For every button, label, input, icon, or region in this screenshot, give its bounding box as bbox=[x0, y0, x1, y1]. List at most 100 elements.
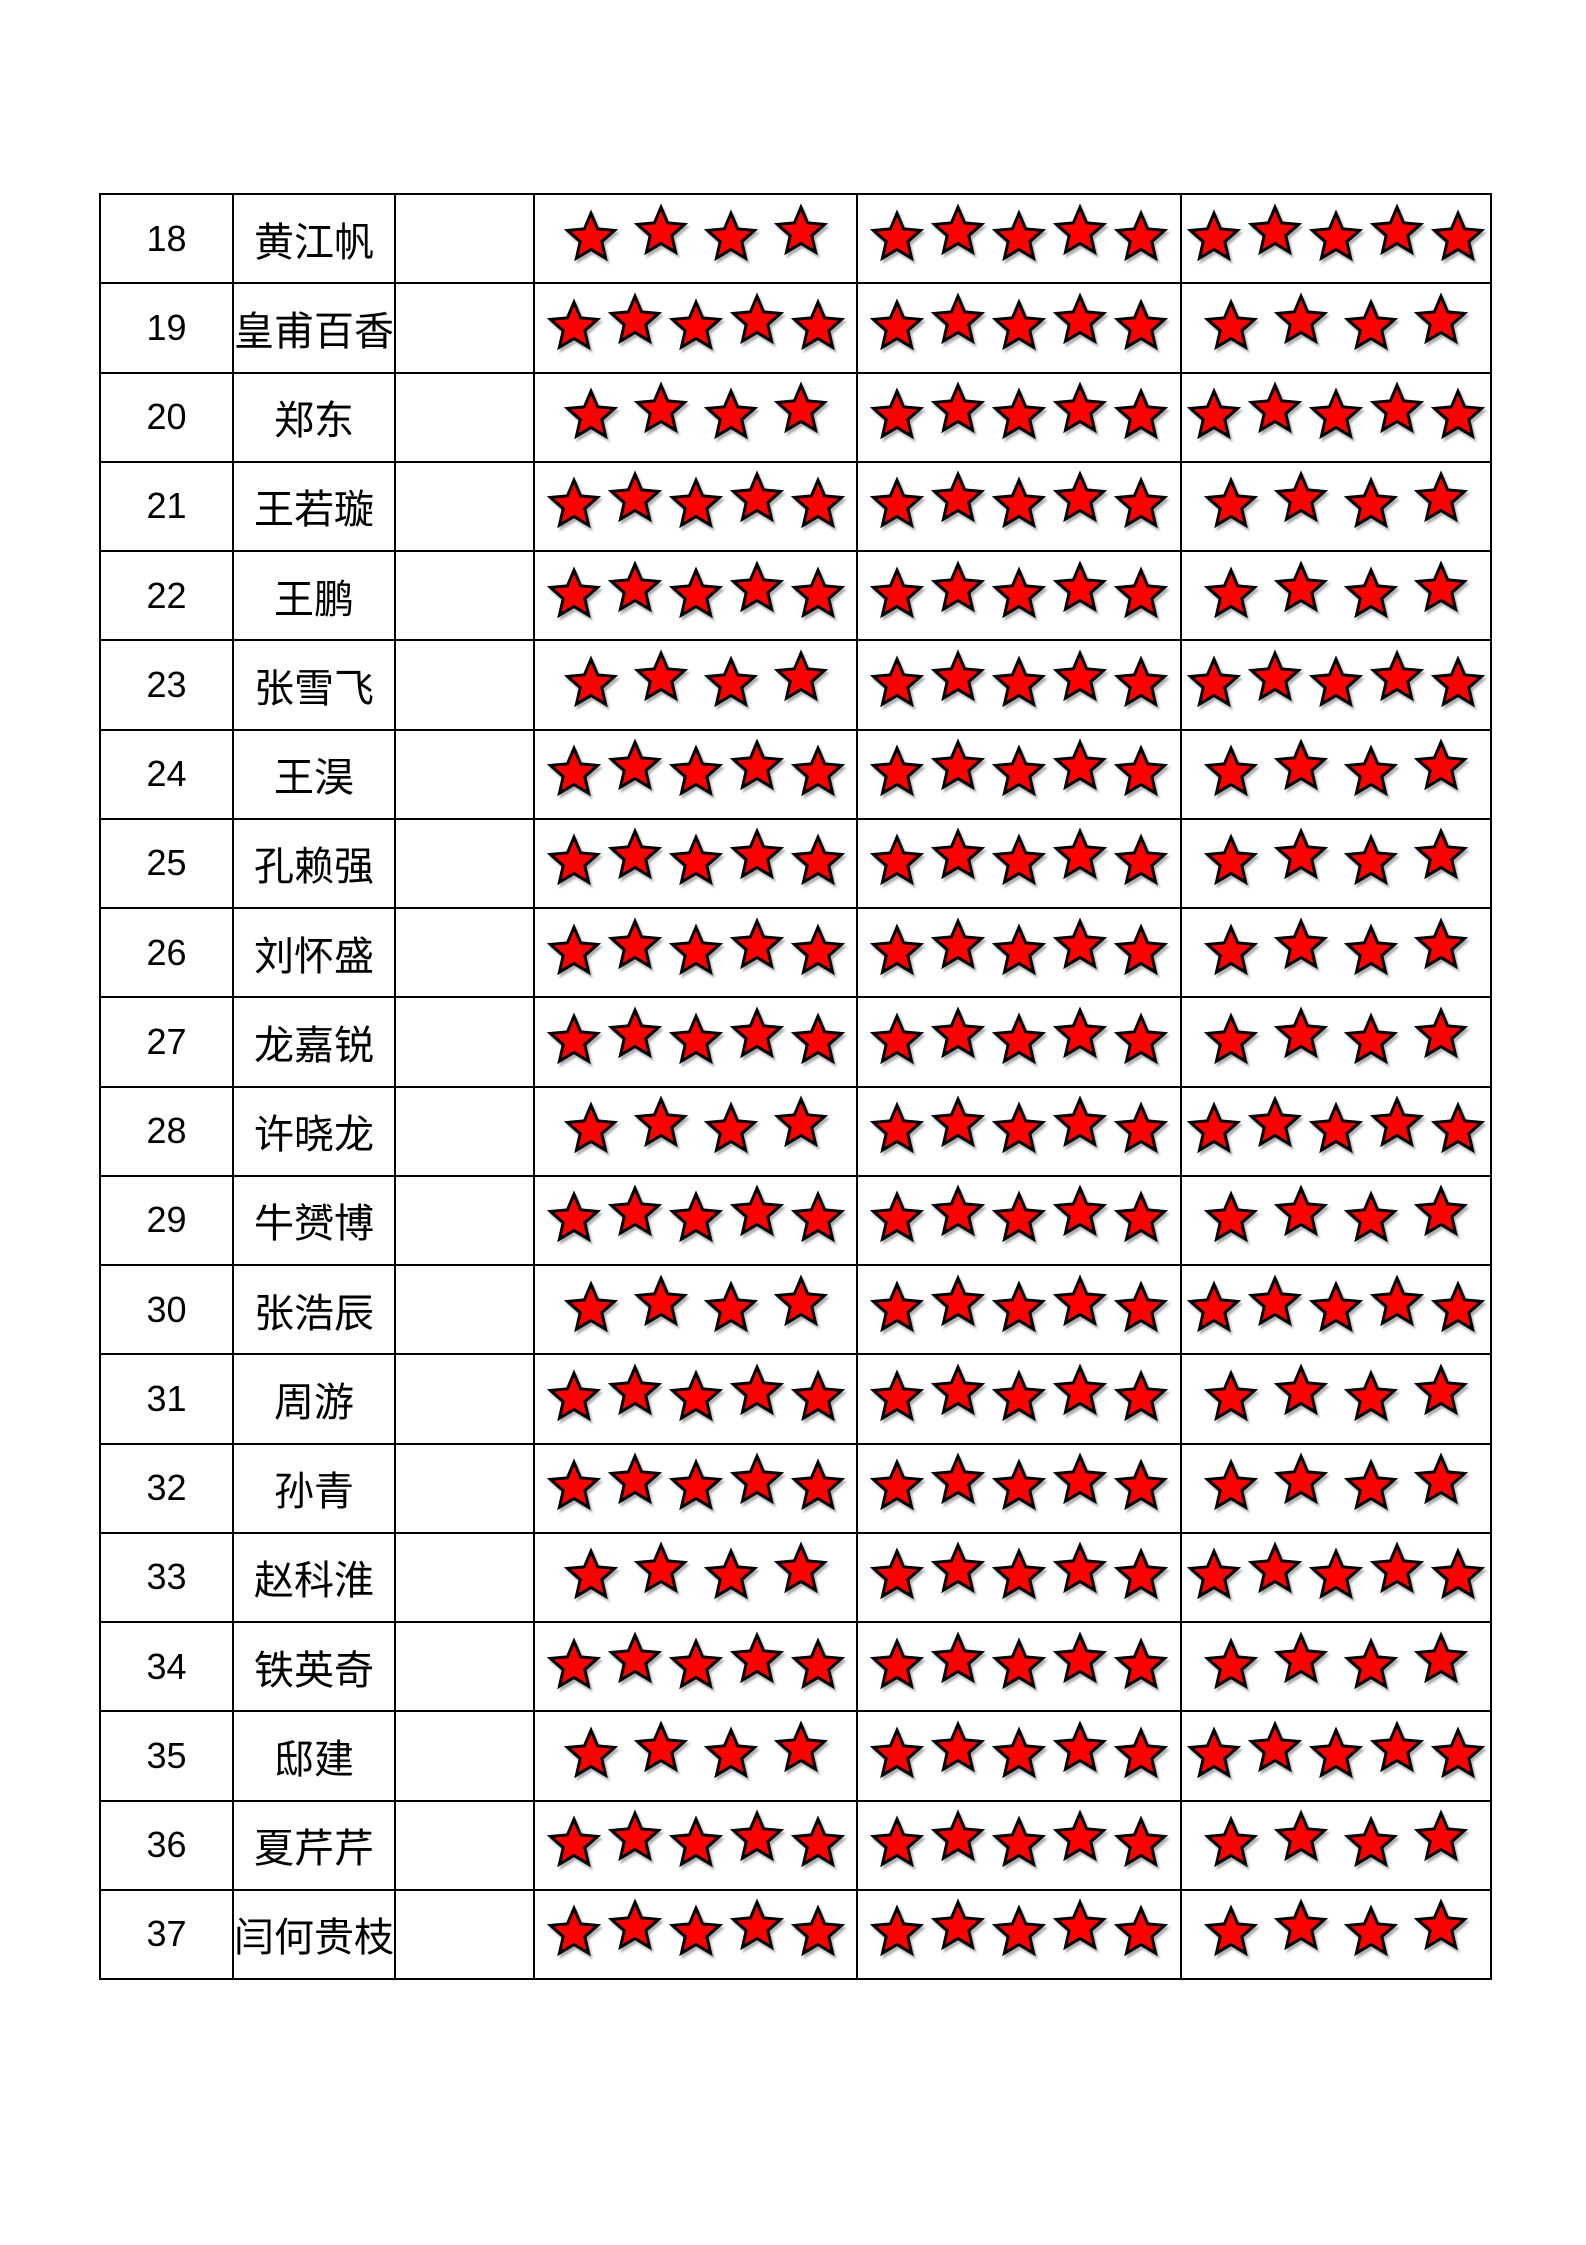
star-icon bbox=[607, 470, 662, 525]
star-icon bbox=[703, 1101, 758, 1156]
student-name: 孔赖强 bbox=[254, 844, 374, 890]
star-icon bbox=[1186, 387, 1242, 442]
index-cell: 30 bbox=[101, 1266, 234, 1356]
blank-cell bbox=[396, 1801, 535, 1891]
rating-1-cell bbox=[535, 1266, 858, 1356]
rating-3-cell bbox=[1182, 195, 1492, 285]
star-icon bbox=[991, 744, 1047, 799]
star-icon bbox=[1052, 1452, 1108, 1507]
student-name: 牛赟博 bbox=[254, 1201, 374, 1247]
index-cell: 18 bbox=[101, 195, 234, 285]
star-icon bbox=[1273, 1898, 1329, 1953]
star-icon bbox=[991, 298, 1047, 353]
star-icon bbox=[563, 209, 618, 264]
index-cell: 29 bbox=[101, 1176, 234, 1266]
star-icon bbox=[1369, 1274, 1425, 1329]
blank-cell bbox=[396, 1087, 535, 1177]
star-icon bbox=[668, 566, 723, 621]
star-icon bbox=[729, 1898, 784, 1953]
name-cell: 孙青 bbox=[234, 1444, 396, 1534]
star-icon bbox=[1247, 1720, 1303, 1775]
star-icon bbox=[1203, 1190, 1259, 1245]
student-name: 王若璇 bbox=[254, 487, 374, 533]
row-index: 30 bbox=[146, 1288, 187, 1330]
star-icon bbox=[1369, 203, 1425, 258]
star-icon bbox=[1247, 1274, 1303, 1329]
blank-cell bbox=[396, 1533, 535, 1623]
rating-3-cell bbox=[1182, 1266, 1492, 1356]
star-icon bbox=[703, 1726, 758, 1781]
student-name: 孙青 bbox=[274, 1469, 354, 1515]
star-icon bbox=[1343, 298, 1399, 353]
star-icon bbox=[1273, 738, 1329, 793]
star-icon bbox=[1308, 209, 1364, 264]
rating-3-cell bbox=[1182, 1355, 1492, 1445]
rating-1-cell bbox=[535, 730, 858, 820]
star-icon bbox=[930, 827, 986, 882]
star-icon bbox=[668, 1190, 723, 1245]
star-icon bbox=[869, 476, 925, 531]
index-cell: 36 bbox=[101, 1801, 234, 1891]
star-icon bbox=[668, 1012, 723, 1067]
rating-3-cell bbox=[1182, 1712, 1492, 1802]
name-cell: 龙嘉锐 bbox=[234, 998, 396, 1088]
star-icon bbox=[790, 1815, 845, 1870]
table-row: 18 黄江帆 bbox=[101, 195, 1492, 285]
star-icon bbox=[991, 476, 1047, 531]
rating-2-cell bbox=[858, 730, 1182, 820]
rating-1-cell bbox=[535, 1712, 858, 1802]
row-index: 25 bbox=[146, 842, 187, 884]
star-icon bbox=[869, 1815, 925, 1870]
rating-2-cell bbox=[858, 373, 1182, 463]
star-icon bbox=[729, 1631, 784, 1686]
star-icon bbox=[729, 827, 784, 882]
star-icon bbox=[1343, 1190, 1399, 1245]
star-icon bbox=[930, 917, 986, 972]
star-icon bbox=[729, 1006, 784, 1061]
star-icon bbox=[633, 1274, 688, 1329]
star-icon bbox=[1113, 1190, 1169, 1245]
star-icon bbox=[1369, 381, 1425, 436]
star-icon bbox=[790, 744, 845, 799]
star-icon bbox=[1052, 1363, 1108, 1418]
star-icon bbox=[1343, 476, 1399, 531]
star-icon bbox=[1273, 292, 1329, 347]
table-row: 30 张浩辰 bbox=[101, 1266, 1492, 1356]
star-icon bbox=[1113, 923, 1169, 978]
star-icon bbox=[1273, 1631, 1329, 1686]
star-icon bbox=[668, 923, 723, 978]
star-icon bbox=[773, 381, 828, 436]
star-icon bbox=[1113, 1547, 1169, 1602]
star-icon bbox=[930, 1184, 986, 1239]
rating-2-cell bbox=[858, 284, 1182, 374]
rating-2-cell bbox=[858, 1444, 1182, 1534]
rating-1-cell bbox=[535, 909, 858, 999]
rating-2-cell bbox=[858, 1266, 1182, 1356]
star-icon bbox=[703, 1547, 758, 1602]
star-icon bbox=[991, 1280, 1047, 1335]
blank-cell bbox=[396, 730, 535, 820]
star-icon bbox=[1113, 209, 1169, 264]
star-icon bbox=[930, 1541, 986, 1596]
rating-1-cell bbox=[535, 284, 858, 374]
star-icon bbox=[991, 833, 1047, 888]
star-icon bbox=[991, 1726, 1047, 1781]
star-icon bbox=[633, 381, 688, 436]
star-icon bbox=[1308, 1280, 1364, 1335]
star-icon bbox=[1052, 1631, 1108, 1686]
star-icon bbox=[869, 1458, 925, 1513]
star-icon bbox=[790, 1012, 845, 1067]
rating-3-cell bbox=[1182, 1444, 1492, 1534]
star-icon bbox=[869, 209, 925, 264]
row-index: 21 bbox=[146, 485, 187, 527]
star-icon bbox=[1343, 744, 1399, 799]
student-name: 闫何贵枝 bbox=[234, 1915, 394, 1961]
rating-2-cell bbox=[858, 998, 1182, 1088]
star-icon bbox=[773, 203, 828, 258]
star-icon bbox=[1343, 1637, 1399, 1692]
table-row: 21 王若璇 bbox=[101, 462, 1492, 552]
star-icon bbox=[563, 1280, 618, 1335]
star-icon bbox=[1273, 470, 1329, 525]
star-icon bbox=[930, 1363, 986, 1418]
student-name: 夏芹芹 bbox=[254, 1826, 374, 1872]
